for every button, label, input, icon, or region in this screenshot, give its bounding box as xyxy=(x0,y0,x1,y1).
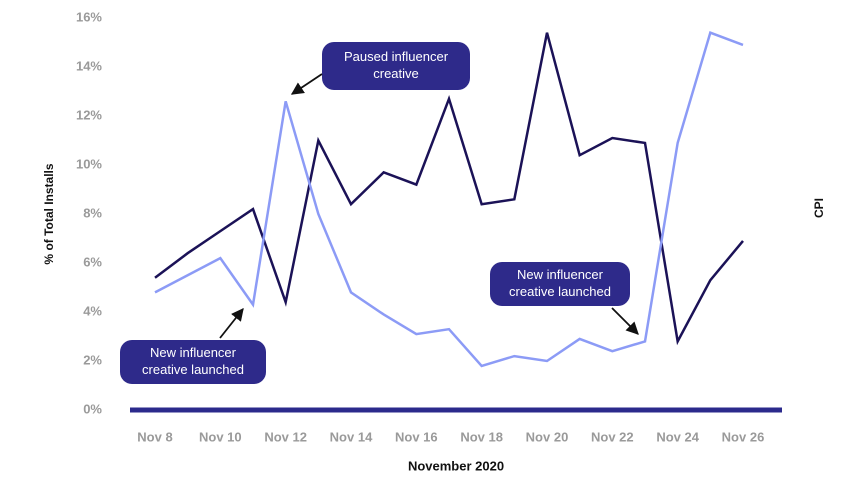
x-tick-label: Nov 20 xyxy=(526,429,569,444)
annotation-box xyxy=(490,262,630,306)
x-tick-label: Nov 10 xyxy=(199,429,242,444)
y-tick-label: 8% xyxy=(83,205,102,220)
y-axis-title: % of Total Installs xyxy=(42,163,56,264)
x-tick-label: Nov 16 xyxy=(395,429,438,444)
y-tick-label: 16% xyxy=(76,9,102,24)
annotation-box xyxy=(120,340,266,384)
y-tick-label: 0% xyxy=(83,401,102,416)
y-tick-label: 6% xyxy=(83,254,102,269)
series-line xyxy=(154,32,744,346)
x-tick-label: Nov 26 xyxy=(722,429,765,444)
annotation-text: creative launched xyxy=(509,284,611,299)
annotation-text: New influencer xyxy=(517,267,604,282)
y-tick-label: 4% xyxy=(83,303,102,318)
y-tick-label: 10% xyxy=(76,156,102,171)
annotation-arrow xyxy=(219,308,244,339)
x-tick-label: Nov 12 xyxy=(264,429,307,444)
x-tick-label: Nov 8 xyxy=(137,429,172,444)
y2-axis-title: CPI xyxy=(812,198,826,218)
y-tick-label: 2% xyxy=(83,352,102,367)
x-tick-label: Nov 14 xyxy=(330,429,373,444)
annotation-arrow xyxy=(290,73,323,95)
x-tick-label: Nov 22 xyxy=(591,429,634,444)
annotation-box xyxy=(322,42,470,90)
annotation-text: creative launched xyxy=(142,362,244,377)
annotation-arrow xyxy=(611,307,639,335)
y-tick-label: 14% xyxy=(76,58,102,73)
annotation-text: creative xyxy=(373,66,419,81)
x-tick-label: Nov 24 xyxy=(656,429,699,444)
series-line xyxy=(154,31,744,368)
annotation-text: New influencer xyxy=(150,345,237,360)
y-tick-label: 12% xyxy=(76,107,102,122)
x-tick-label: Nov 18 xyxy=(460,429,503,444)
x-axis-title: November 2020 xyxy=(408,458,504,473)
annotation-text: Paused influencer xyxy=(344,49,449,64)
